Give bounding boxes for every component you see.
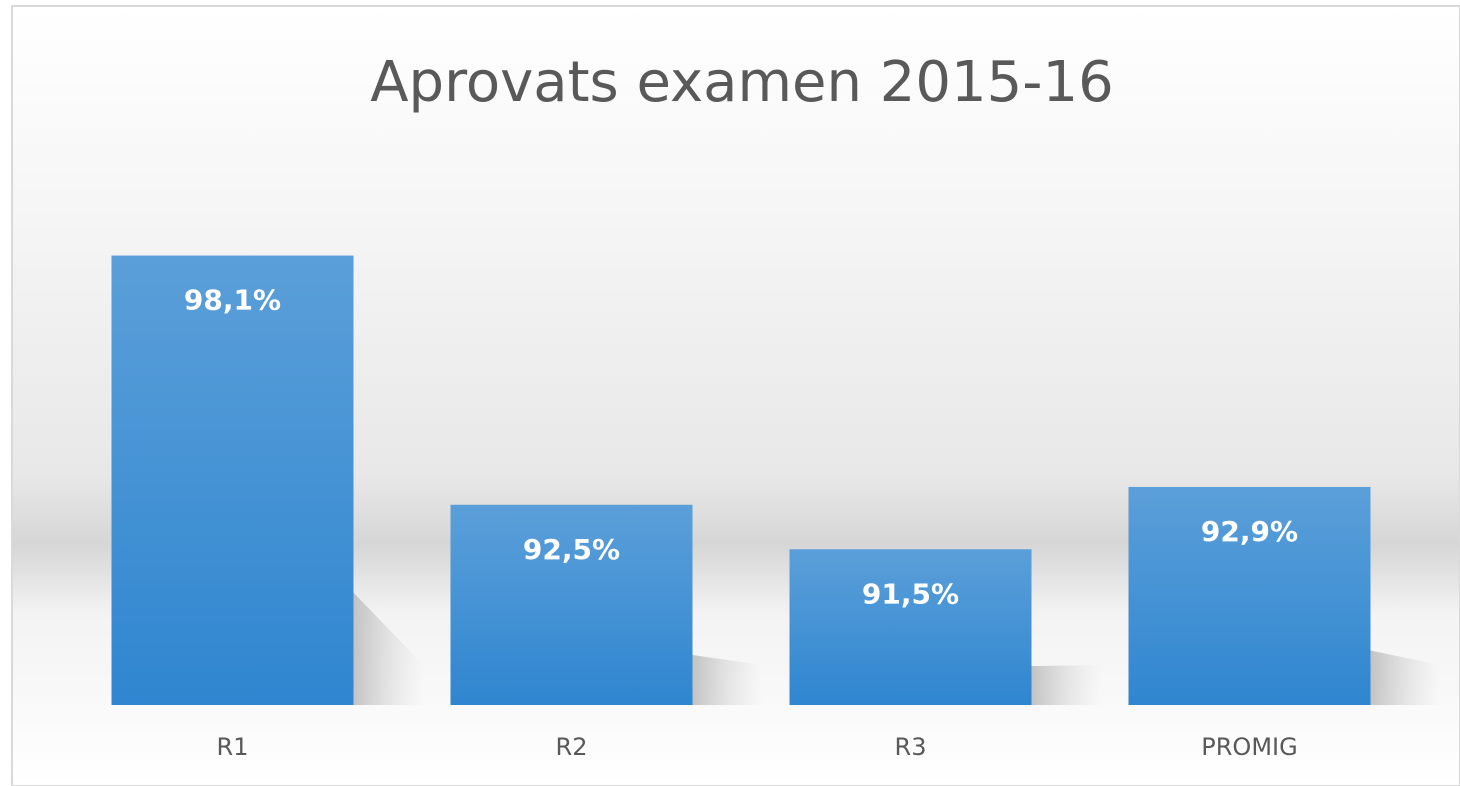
x-tick-label: R1 xyxy=(217,733,249,761)
x-tick-label: PROMIG xyxy=(1201,733,1297,761)
data-label: 98,1% xyxy=(184,284,281,317)
bar xyxy=(789,549,1032,705)
bar-shadow xyxy=(353,592,424,705)
bar-shadow xyxy=(1370,650,1441,705)
data-label: 92,5% xyxy=(523,533,620,566)
bar xyxy=(1128,486,1371,705)
chart-title: Aprovats examen 2015-16 xyxy=(370,50,1114,115)
data-label: 92,9% xyxy=(1201,515,1298,548)
data-label: 91,5% xyxy=(862,577,959,610)
bar-shadow xyxy=(1031,665,1102,705)
x-tick-label: R3 xyxy=(895,733,927,761)
x-tick-label: R2 xyxy=(556,733,588,761)
bar xyxy=(450,504,693,705)
bar-shadow xyxy=(692,654,763,705)
bar xyxy=(111,255,354,706)
